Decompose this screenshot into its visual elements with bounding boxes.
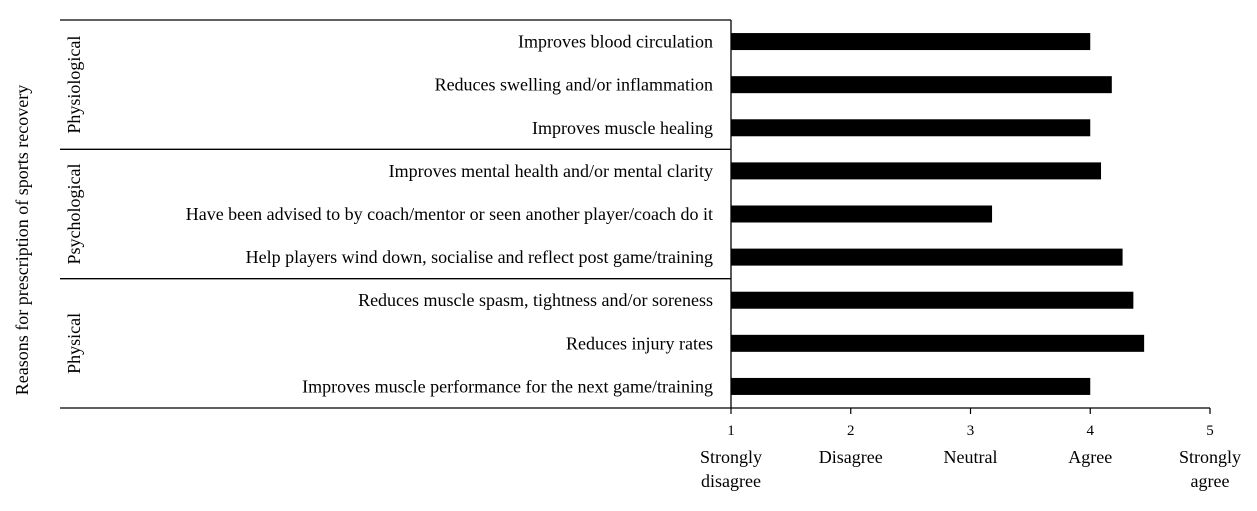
category-label: Improves muscle performance for the next… <box>302 376 713 396</box>
x-tick-number: 3 <box>967 423 975 439</box>
group-label: Physiological <box>64 36 84 134</box>
bar <box>731 76 1112 94</box>
category-label: Reduces swelling and/or inflammation <box>435 75 713 95</box>
bar <box>731 377 1091 395</box>
y-axis-title: Reasons for prescription of sports recov… <box>12 85 32 395</box>
bar <box>731 119 1091 137</box>
x-tick-number: 4 <box>1087 423 1095 439</box>
category-label: Improves mental health and/or mental cla… <box>389 161 713 181</box>
x-tick-word: Strongly <box>700 447 762 467</box>
category-label: Reduces muscle spasm, tightness and/or s… <box>358 290 713 310</box>
x-tick-number: 2 <box>847 423 855 439</box>
bar <box>731 162 1102 180</box>
bar <box>731 205 993 223</box>
x-tick-word: Agree <box>1068 447 1112 467</box>
x-tick-word: Strongly <box>1179 447 1241 467</box>
bar <box>731 291 1134 309</box>
category-labels: Improves blood circulation Reduces swelli… <box>186 32 713 397</box>
bar <box>731 334 1145 352</box>
group-label: Physical <box>64 313 84 374</box>
category-label: Improves muscle healing <box>532 118 713 138</box>
bar <box>731 248 1123 266</box>
bar <box>731 33 1091 51</box>
x-axis: 1 Strongly disagree 2 Disagree 3 Neutral 4 Agree… <box>700 407 1241 491</box>
bars <box>731 33 1145 395</box>
group-labels: Physiological Psychological Physical <box>64 36 84 374</box>
category-label: Help players wind down, socialise and re… <box>246 247 713 267</box>
x-tick-number: 5 <box>1206 423 1214 439</box>
x-tick-word: Disagree <box>819 447 883 467</box>
category-label: Improves blood circulation <box>518 32 713 52</box>
category-label: Reduces injury rates <box>566 333 713 353</box>
x-tick-word: disagree <box>701 471 761 491</box>
category-label: Have been advised to by coach/mentor or … <box>186 204 713 224</box>
x-tick-word: Neutral <box>944 447 998 467</box>
x-tick-word: agree <box>1191 471 1230 491</box>
group-label: Psychological <box>64 164 84 265</box>
x-tick-number: 1 <box>727 423 735 439</box>
